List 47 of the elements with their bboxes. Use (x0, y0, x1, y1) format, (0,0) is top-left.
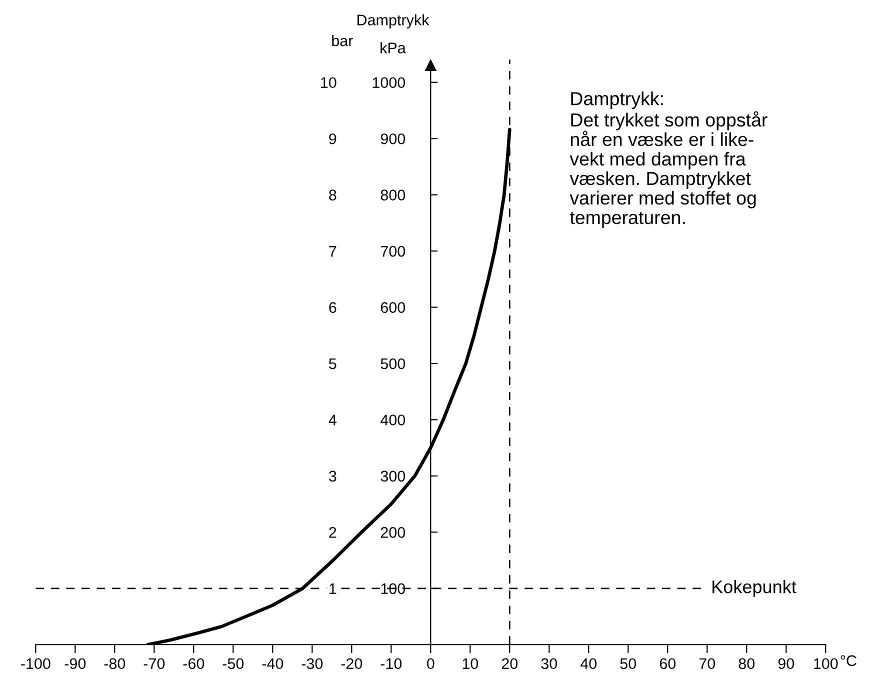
y-tick-label: 300 (380, 470, 406, 482)
y2-tick-label: 4 (328, 414, 336, 426)
y-tick-label: 800 (380, 190, 406, 200)
y-axis-title: kPa (380, 42, 406, 54)
x-tick-label: 70 (699, 658, 716, 670)
y-tick-label: 500 (380, 358, 406, 370)
y-tick-label: 1000 (372, 77, 406, 88)
x-tick-label: 100 (814, 658, 838, 670)
x-axis-title: °C (840, 655, 856, 666)
x-tick-label: 10 (462, 658, 478, 670)
x-tick-label: -40 (262, 658, 284, 670)
x-tick-label: 30 (541, 658, 558, 670)
x-tick-label: -10 (380, 658, 402, 670)
y-tick-label: 700 (380, 246, 406, 257)
x-tick-label: -50 (222, 658, 244, 670)
ref-line-label: Kokepunkt (712, 580, 796, 597)
x-tick-label: 20 (502, 658, 518, 670)
x-tick-label: 60 (660, 658, 676, 670)
chart-title: Damptrykk (357, 14, 430, 28)
y2-axis-title: bar (332, 35, 353, 46)
x-tick-label: -80 (104, 658, 126, 670)
y2-tick-label: 3 (328, 470, 336, 482)
x-tick-label: 50 (620, 658, 636, 670)
y2-tick-label: 5 (329, 358, 336, 370)
y-tick-label: 100 (381, 583, 406, 594)
x-tick-label: 40 (580, 658, 597, 670)
y2-tick-label: 9 (329, 133, 336, 144)
y-tick-label: 200 (380, 527, 406, 538)
x-tick-label: -90 (64, 658, 86, 670)
y2-tick-label: 1 (330, 583, 336, 594)
y-tick-label: 600 (380, 302, 406, 313)
x-tick-label: 80 (738, 658, 755, 670)
x-tick-label: -100 (21, 658, 50, 670)
x-tick-label: -60 (183, 658, 204, 670)
y2-tick-label: 7 (329, 246, 336, 257)
x-tick-label: 0 (427, 658, 434, 670)
y2-tick-label: 10 (321, 77, 336, 88)
y2-tick-label: 2 (329, 527, 336, 538)
y-tick-label: 400 (380, 414, 406, 426)
x-tick-label: -30 (302, 658, 323, 670)
x-tick-label: 90 (778, 658, 794, 670)
y2-tick-label: 6 (329, 302, 336, 313)
y2-tick-label: 8 (329, 190, 336, 200)
x-tick-label: -20 (341, 658, 362, 670)
x-tick-label: -70 (144, 658, 165, 670)
annotation: Damptrykk: Det trykket som oppstår når en væske er i like- vekt med dampen fra væsken. Damptrykket varierer med stoffet og temperaturen. (570, 92, 768, 228)
y-tick-label: 900 (380, 133, 406, 144)
